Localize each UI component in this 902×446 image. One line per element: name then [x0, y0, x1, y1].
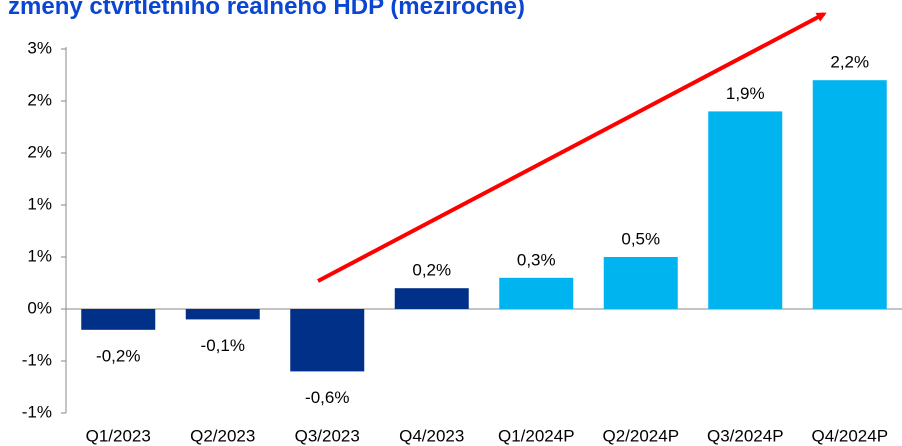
data-label: -0,6% [305, 388, 349, 407]
x-tick-label: Q3/2024P [707, 426, 784, 445]
bar [290, 309, 365, 372]
bar [394, 288, 469, 309]
bar [81, 309, 156, 330]
trend-arrow [317, 12, 827, 283]
data-label: -0,1% [201, 336, 245, 355]
x-tick-label: Q1/2024P [498, 426, 575, 445]
x-tick-label: Q3/2023 [295, 426, 360, 445]
x-tick-label: Q1/2023 [86, 426, 151, 445]
y-tick-label: -1% [22, 402, 52, 421]
chart-title: změny čtvrtletního reálného HDP (meziroč… [8, 0, 525, 20]
data-label: -0,2% [96, 346, 140, 365]
x-tick-label: Q2/2023 [190, 426, 255, 445]
bar [499, 277, 574, 309]
data-label: 1,9% [726, 84, 765, 103]
y-tick-label: 2% [27, 90, 52, 109]
data-label: 0,5% [621, 229, 660, 248]
bar [708, 111, 783, 310]
data-label: 0,2% [412, 261, 451, 280]
x-tick-label: Q2/2024P [602, 426, 679, 445]
y-tick-label: -1% [22, 350, 52, 369]
data-label: 2,2% [830, 53, 869, 72]
y-tick-label: 1% [27, 246, 52, 265]
y-tick-label: 3% [27, 38, 52, 57]
y-tick-label: 2% [27, 142, 52, 161]
bar [185, 309, 260, 320]
x-tick-label: Q4/2023 [399, 426, 464, 445]
bar [603, 257, 678, 309]
x-tick-label: Q4/2024P [811, 426, 888, 445]
y-tick-label: 0% [27, 298, 52, 317]
data-label: 0,3% [517, 250, 556, 269]
bar [812, 80, 887, 309]
y-tick-label: 1% [27, 194, 52, 213]
